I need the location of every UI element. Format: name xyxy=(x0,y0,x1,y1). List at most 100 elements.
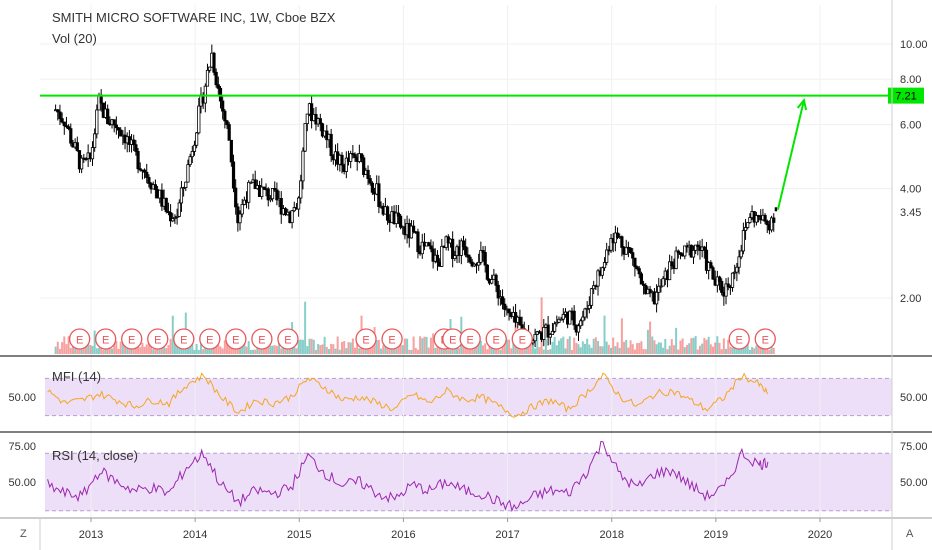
volume-bar xyxy=(354,347,357,354)
candle-body xyxy=(550,330,555,335)
volume-bar xyxy=(54,346,57,354)
volume-bar xyxy=(323,336,326,354)
candle-body xyxy=(223,110,227,122)
volume-bar xyxy=(638,342,641,354)
candle-body xyxy=(763,214,767,222)
volume-bar xyxy=(508,339,511,354)
candle-body xyxy=(136,151,140,170)
volume-bar xyxy=(577,344,580,354)
candle-body xyxy=(661,278,665,287)
volume-bar xyxy=(521,349,524,354)
candle-body xyxy=(205,69,210,87)
volume-bar xyxy=(484,343,487,354)
candle-body xyxy=(592,285,596,290)
candle-body xyxy=(93,133,97,148)
volume-bar xyxy=(479,340,482,354)
volume-bar xyxy=(425,336,428,354)
volume-bar xyxy=(659,342,662,354)
volume-bar xyxy=(601,346,604,354)
volume-bar xyxy=(753,348,756,354)
candle-body xyxy=(546,324,550,338)
candle-body xyxy=(221,100,225,112)
earnings-marker-label: E xyxy=(467,335,474,347)
volume-bar xyxy=(681,338,684,354)
volume-bar xyxy=(308,338,311,354)
volume-bar xyxy=(486,349,489,354)
candle-body xyxy=(724,283,728,297)
mfi-tick-label: 50.00 xyxy=(900,392,928,404)
candle-body xyxy=(305,113,309,124)
volume-bar xyxy=(722,338,725,354)
volume-bar xyxy=(664,338,667,354)
volume-bar xyxy=(414,347,417,354)
volume-bar xyxy=(473,347,476,354)
candle-body xyxy=(741,230,745,252)
volume-bar xyxy=(712,346,715,354)
volume-bar xyxy=(623,341,626,354)
corner-left[interactable]: Z xyxy=(20,528,27,540)
volume-bar xyxy=(102,349,105,354)
candle-body xyxy=(427,242,431,247)
volume-bar xyxy=(304,301,307,354)
candle-body xyxy=(177,202,181,217)
volume-bar xyxy=(432,333,435,354)
volume-bar xyxy=(666,349,669,354)
volume-bar xyxy=(228,343,231,354)
volume-bar xyxy=(388,348,391,354)
volume-bar xyxy=(332,344,335,354)
earnings-marker-label: E xyxy=(258,335,265,347)
volume-bar xyxy=(610,347,613,354)
candle-body xyxy=(748,217,752,223)
volume-bar xyxy=(636,343,639,354)
candle-body xyxy=(576,325,581,333)
candle-body xyxy=(370,182,374,193)
volume-bar xyxy=(197,349,200,354)
candle-body xyxy=(270,188,275,200)
candle-body xyxy=(119,129,123,137)
candle-body xyxy=(310,103,314,122)
candle-body xyxy=(366,169,370,179)
volume-bar xyxy=(690,338,693,354)
candle-body xyxy=(385,206,390,221)
volume-bar xyxy=(106,345,109,354)
candle-body xyxy=(138,168,142,171)
volume-bar xyxy=(709,344,712,354)
volume-bar xyxy=(327,349,330,354)
volume-bar xyxy=(512,339,515,354)
earnings-marker-label: E xyxy=(449,335,456,347)
volume-bar xyxy=(252,349,255,354)
volume-bar xyxy=(87,339,90,354)
candle-body xyxy=(190,151,194,158)
volume-bar xyxy=(408,349,411,354)
earnings-marker-label: E xyxy=(180,335,187,347)
candle-body xyxy=(633,257,637,268)
volume-bar xyxy=(152,349,155,354)
volume-bar xyxy=(625,339,628,354)
volume-bar xyxy=(119,341,122,354)
candle-body xyxy=(451,238,455,259)
candle-body xyxy=(268,198,273,201)
earnings-marker xyxy=(199,328,221,350)
volume-bar xyxy=(217,344,220,354)
candle-body xyxy=(132,139,136,146)
candle-body xyxy=(494,274,498,286)
volume-bar xyxy=(423,336,426,354)
candle-body xyxy=(114,124,118,129)
candle-body xyxy=(733,271,737,274)
candle-body xyxy=(583,308,587,318)
volume-bar xyxy=(351,338,354,354)
earnings-marker xyxy=(277,328,299,350)
volume-bar xyxy=(314,349,317,354)
earnings-marker xyxy=(511,328,533,350)
candle-body xyxy=(678,252,683,255)
candle-body xyxy=(533,333,537,342)
volume-bar xyxy=(672,345,675,354)
earnings-marker xyxy=(251,328,273,350)
candle-body xyxy=(203,85,207,104)
volume-bar xyxy=(76,346,79,354)
corner-right[interactable]: A xyxy=(906,528,914,540)
candle-body xyxy=(485,264,489,280)
volume-bar xyxy=(538,347,541,354)
volume-bar xyxy=(607,344,610,354)
